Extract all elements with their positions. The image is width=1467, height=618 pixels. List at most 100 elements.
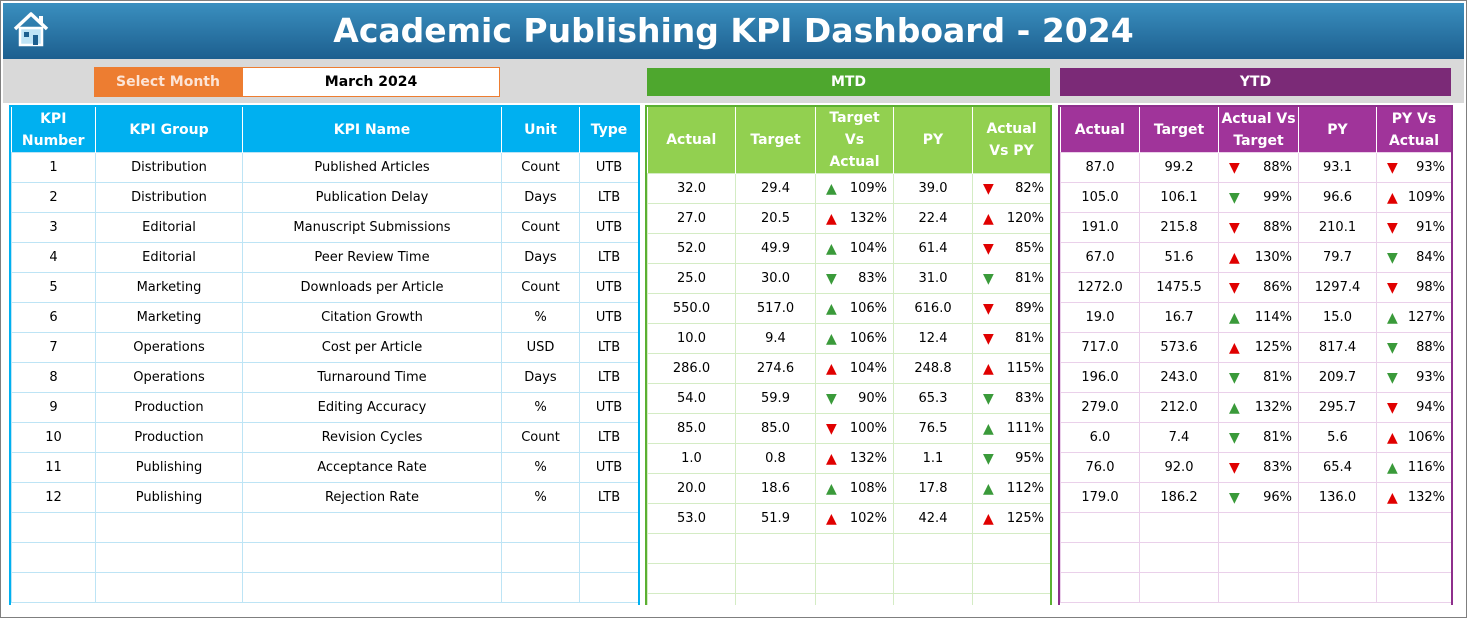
empty-cell <box>647 563 736 594</box>
cell: Days <box>501 182 580 213</box>
data-row: 191.0 215.8 ▼ 88% 210.1 ▼ 91% <box>1060 212 1451 243</box>
empty-cell <box>815 563 894 594</box>
percent: 83% <box>1015 391 1044 406</box>
column-header: Actual <box>647 107 736 174</box>
cell: 212.0 <box>1139 392 1219 423</box>
trend: ▼ 95% <box>973 451 1050 467</box>
trend: ▼ 81% <box>973 271 1050 287</box>
cell: 11 <box>11 452 96 483</box>
ytd-heading: YTD <box>1060 68 1451 96</box>
column-header: Target <box>1139 107 1219 153</box>
data-row: 19.0 16.7 ▲ 114% 15.0 ▲ 127% <box>1060 302 1451 333</box>
cell: 15.0 <box>1298 302 1377 333</box>
trend: ▼ 93% <box>1377 370 1451 386</box>
cell: Marketing <box>95 272 243 303</box>
cell: 210.1 <box>1298 212 1377 243</box>
trend-arrow: ▼ <box>1229 369 1240 386</box>
mtd-table: Actual Target Target Vs Actual PY Actual Vs … <box>647 107 1050 605</box>
data-row: 27.0 20.5 ▲ 132% 22.4 ▲ 120% <box>647 203 1050 234</box>
cell: Editing Accuracy <box>242 392 502 423</box>
empty-cell <box>1298 572 1377 603</box>
trend: ▼ 83% <box>816 271 893 287</box>
empty-cell <box>242 512 502 543</box>
trend-arrow: ▼ <box>1229 219 1240 236</box>
cell: 39.0 <box>893 173 973 204</box>
cell: 87.0 <box>1060 152 1140 183</box>
cell: Editorial <box>95 242 243 273</box>
percent: 96% <box>1263 490 1292 505</box>
trend-arrow: ▼ <box>983 330 994 347</box>
trend-cell: ▲ 115% <box>972 353 1050 384</box>
ytd-table-panel: Actual Target Actual Vs Target PY PY Vs Actu… <box>1058 105 1453 605</box>
cell: Days <box>501 362 580 393</box>
cell: Manuscript Submissions <box>242 212 502 243</box>
cell: 76.0 <box>1060 452 1140 483</box>
percent: 102% <box>849 511 887 526</box>
percent: 93% <box>1416 370 1445 385</box>
trend-arrow: ▼ <box>1229 279 1240 296</box>
cell: 1297.4 <box>1298 272 1377 303</box>
percent: 125% <box>1006 511 1044 526</box>
percent: 99% <box>1263 190 1292 205</box>
cell: 6 <box>11 302 96 333</box>
trend-cell: ▲ 130% <box>1218 242 1299 273</box>
cell: 16.7 <box>1139 302 1219 333</box>
month-dropdown[interactable]: March 2024 <box>242 67 500 97</box>
cell: Count <box>501 272 580 303</box>
trend-cell: ▲ 104% <box>815 233 894 264</box>
trend-cell: ▲ 102% <box>815 503 894 534</box>
cell: Marketing <box>95 302 243 333</box>
trend: ▼ 82% <box>973 181 1050 197</box>
trend-arrow: ▼ <box>1229 489 1240 506</box>
trend-arrow: ▲ <box>826 300 837 317</box>
percent: 120% <box>1006 211 1044 226</box>
data-row: 87.0 99.2 ▼ 88% 93.1 ▼ 93% <box>1060 152 1451 183</box>
column-header: Type <box>579 107 638 153</box>
trend: ▼ 81% <box>1219 430 1298 446</box>
trend-arrow: ▲ <box>1229 339 1240 356</box>
column-header: Target Vs Actual <box>815 107 894 174</box>
cell: Turnaround Time <box>242 362 502 393</box>
cell: 96.6 <box>1298 182 1377 213</box>
percent: 89% <box>1015 301 1044 316</box>
empty-cell <box>1060 542 1140 573</box>
header-row: KPI Number KPI Group KPI Name Unit Type <box>11 107 638 153</box>
empty-cell <box>1298 542 1377 573</box>
trend: ▼ 88% <box>1219 160 1298 176</box>
empty-cell <box>1218 512 1299 543</box>
cell: 295.7 <box>1298 392 1377 423</box>
empty-cell <box>815 593 894 605</box>
percent: 125% <box>1254 340 1292 355</box>
cell: 279.0 <box>1060 392 1140 423</box>
empty-cell <box>815 533 894 564</box>
dashboard-title: Academic Publishing KPI Dashboard - 2024 <box>333 11 1134 50</box>
trend: ▲ 111% <box>973 421 1050 437</box>
trend-cell: ▼ 93% <box>1376 362 1451 393</box>
cell: 191.0 <box>1060 212 1140 243</box>
cell: 25.0 <box>647 263 736 294</box>
trend: ▲ 127% <box>1377 310 1451 326</box>
trend-cell: ▼ 96% <box>1218 482 1299 513</box>
data-row: 9 Production Editing Accuracy% UTB <box>11 392 638 423</box>
trend-cell: ▼ 98% <box>1376 272 1451 303</box>
empty-cell <box>1376 542 1451 573</box>
percent: 132% <box>849 211 887 226</box>
cell: 52.0 <box>647 233 736 264</box>
trend-arrow: ▼ <box>826 270 837 287</box>
cell: 79.7 <box>1298 242 1377 273</box>
kpi-table-panel: KPI Number KPI Group KPI Name Unit Type 1 Dist… <box>9 105 640 605</box>
kpi-table: KPI Number KPI Group KPI Name Unit Type 1 Dist… <box>11 107 638 603</box>
cell: 1 <box>11 152 96 183</box>
trend-cell: ▼ 91% <box>1376 212 1451 243</box>
cell: 3 <box>11 212 96 243</box>
home-icon[interactable] <box>11 9 51 49</box>
percent: 109% <box>849 181 887 196</box>
cell: 12 <box>11 482 96 513</box>
empty-cell <box>95 512 243 543</box>
empty-cell <box>1139 512 1219 543</box>
cell: 30.0 <box>735 263 816 294</box>
cell: Production <box>95 422 243 453</box>
trend-arrow: ▲ <box>826 450 837 467</box>
column-header: Actual <box>1060 107 1140 153</box>
cell: % <box>501 302 580 333</box>
